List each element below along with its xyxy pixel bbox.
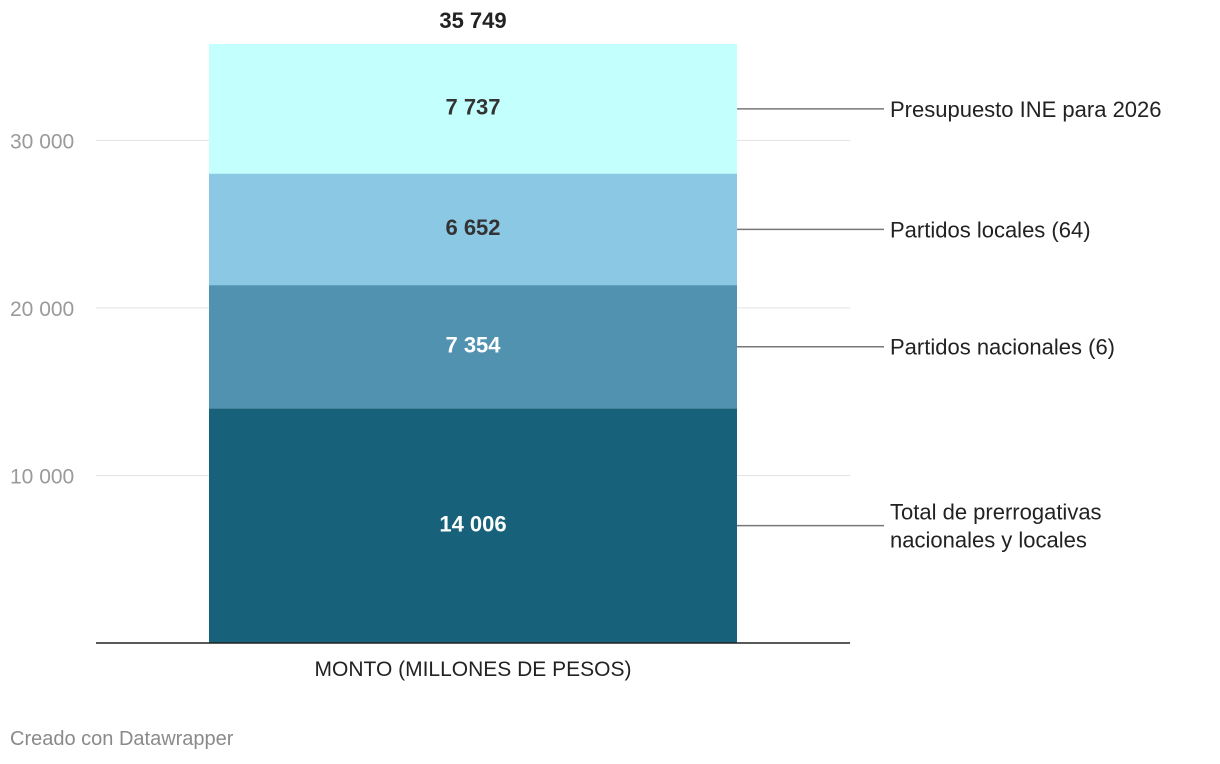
bar-segment[interactable] bbox=[209, 408, 737, 643]
y-tick-label: 30 000 bbox=[10, 130, 74, 153]
bar-segment[interactable] bbox=[209, 44, 737, 174]
legend-entry: Total de prerrogativas nacionales y local… bbox=[890, 500, 1102, 553]
bar-stack bbox=[209, 44, 737, 643]
bar-value-label: 7 354 bbox=[445, 333, 501, 358]
inline-legend: Total de prerrogativas nacionales y local… bbox=[737, 97, 1162, 553]
bar-value-label: 14 006 bbox=[439, 511, 506, 536]
total-value-label: 35 749 bbox=[439, 8, 506, 33]
bar-value-label: 6 652 bbox=[445, 215, 500, 240]
datawrapper-credit[interactable]: Creado con Datawrapper bbox=[10, 728, 234, 750]
data-labels: 14 006 7 354 6 652 7 737 35 749 bbox=[439, 8, 506, 536]
y-tick-label: 20 000 bbox=[10, 298, 74, 321]
bar-value-label: 7 737 bbox=[445, 95, 500, 120]
bar-segment[interactable] bbox=[209, 173, 737, 286]
legend-entry: Presupuesto INE para 2026 bbox=[890, 97, 1162, 122]
x-axis: MONTO (MILLONES DE PESOS) bbox=[96, 642, 850, 681]
x-category-label: MONTO (MILLONES DE PESOS) bbox=[315, 658, 632, 681]
bar-segment[interactable] bbox=[209, 285, 737, 409]
legend-entry: Partidos locales (64) bbox=[890, 217, 1091, 242]
y-tick-label: 10 000 bbox=[10, 465, 74, 488]
legend-entry: Partidos nacionales (6) bbox=[890, 335, 1115, 360]
